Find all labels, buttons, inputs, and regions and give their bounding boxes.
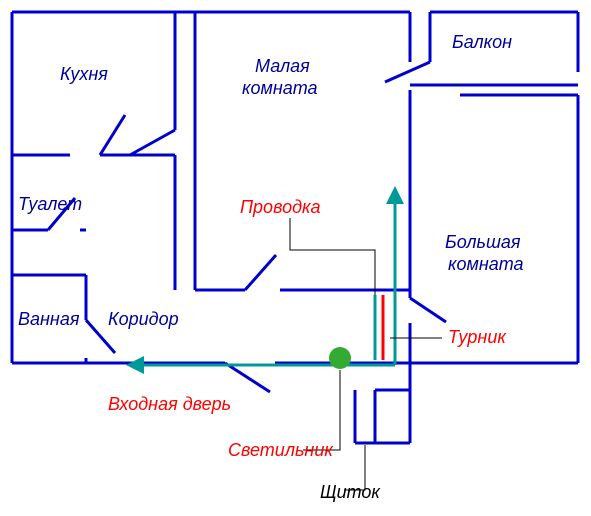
label-small-room-2: комната xyxy=(242,78,318,98)
label-bath: Ванная xyxy=(18,309,80,329)
label-wiring: Проводка xyxy=(240,197,321,217)
label-entrance: Входная дверь xyxy=(108,394,231,414)
label-big-room-1: Большая xyxy=(445,232,521,252)
label-small-room-1: Малая xyxy=(255,56,310,76)
label-big-room-2: комната xyxy=(448,254,524,274)
label-corridor: Коридор xyxy=(108,309,179,329)
label-lamp: Светильник xyxy=(228,440,334,460)
lamp-marker xyxy=(329,347,351,369)
floor-plan: Кухня Малая комната Балкон Туалет Больша… xyxy=(0,0,591,516)
label-toilet: Туалет xyxy=(18,194,82,214)
label-balcony: Балкон xyxy=(452,32,512,52)
label-fusebox: Щиток xyxy=(320,482,381,502)
label-kitchen: Кухня xyxy=(60,64,108,84)
doors xyxy=(48,62,446,392)
label-turnik: Турник xyxy=(448,327,507,347)
